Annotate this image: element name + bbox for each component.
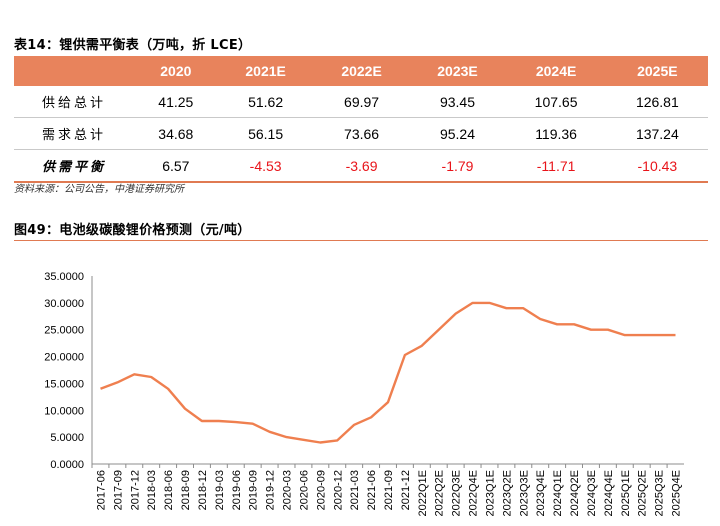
x-tick-label: 2022Q2E xyxy=(434,470,446,516)
x-tick-label: 2024Q1E xyxy=(552,470,564,516)
lithium-price-line-chart: 0.0000 5.0000 10.0000 15.0000 20.0000 25.0000… xyxy=(44,271,684,516)
y-tick-label: 20.0000 xyxy=(44,352,84,364)
table-cell: 73.66 xyxy=(313,117,410,150)
x-tick-label: 2020-12 xyxy=(332,470,344,510)
x-tick-label: 2023Q2E xyxy=(501,470,513,516)
x-tick-label: 2021-12 xyxy=(400,470,412,510)
x-tick-label: 2025Q2E xyxy=(637,470,649,516)
table-row: 供给总计 41.25 51.62 69.97 93.45 107.65 126.… xyxy=(14,86,708,118)
x-tick-label: 2019-06 xyxy=(231,470,243,510)
table-cell: 137.24 xyxy=(606,117,708,150)
table-cell: -4.53 xyxy=(217,149,314,183)
table-header-cell: 2023E xyxy=(409,56,506,86)
x-tick-label: 2025Q4E xyxy=(671,470,683,516)
table-caption: 表14：锂供需平衡表（万吨，折 LCE） xyxy=(14,38,252,53)
figure-caption: 图49：电池级碳酸锂价格预测（元/吨） xyxy=(14,223,251,238)
x-tick-label: 2020-09 xyxy=(315,470,327,510)
table-cell: 34.68 xyxy=(134,117,218,150)
table-header-cell: 2022E xyxy=(313,56,410,86)
x-tick-label: 2018-06 xyxy=(163,470,175,510)
table-header-cell: 2021E xyxy=(217,56,314,86)
x-tick-label: 2025Q1E xyxy=(620,470,632,516)
table-cell: -1.79 xyxy=(409,149,506,183)
row-label: 供需平衡 xyxy=(14,149,134,183)
x-tick-label: 2021-09 xyxy=(383,470,395,510)
x-tick-label: 2018-03 xyxy=(146,470,158,510)
x-tick-label: 2022Q3E xyxy=(451,470,463,516)
y-tick-label: 0.0000 xyxy=(50,459,84,471)
x-tick-label: 2017-06 xyxy=(95,470,107,510)
table-header-cell xyxy=(14,56,134,86)
table-cell: 51.62 xyxy=(248,93,284,110)
table-cell: 41.25 xyxy=(158,93,194,110)
table-cell: 107.65 xyxy=(534,93,578,110)
x-tick-label: 2019-12 xyxy=(265,470,277,510)
table-cell: 56.15 xyxy=(217,117,314,150)
table-cell: 69.97 xyxy=(344,93,380,110)
series-line xyxy=(100,301,676,444)
y-tick-label: 35.0000 xyxy=(44,271,84,283)
table-header-row: 2020 2021E 2022E 2023E 2024E 2025E xyxy=(14,56,708,86)
x-tick-label: 2023Q4E xyxy=(535,470,547,516)
table-header-cell: 2020 xyxy=(134,56,218,86)
x-tick-label: 2022Q4E xyxy=(468,470,480,516)
table-cell: 119.36 xyxy=(505,117,607,150)
x-tick-label: 2022Q1E xyxy=(417,470,429,516)
figure-caption-rule xyxy=(14,240,708,241)
table-header-cell: 2025E xyxy=(606,56,708,86)
x-tick-label: 2020-06 xyxy=(298,470,310,510)
table-row: 供需平衡 6.57 -4.53 -3.69 -1.79 -11.71 -10.4… xyxy=(14,149,708,183)
row-label: 需求总计 xyxy=(14,117,134,150)
x-tick-label: 2019-09 xyxy=(248,470,260,510)
table-row: 需求总计 34.68 56.15 73.66 95.24 119.36 137.… xyxy=(14,117,708,150)
x-tick-label: 2017-12 xyxy=(129,470,141,510)
x-tick-label: 2023Q3E xyxy=(518,470,530,516)
table-cell: -11.71 xyxy=(505,149,607,183)
y-tick-label: 5.0000 xyxy=(50,432,84,444)
x-tick-label: 2024Q4E xyxy=(603,470,615,516)
x-tick-label: 2021-03 xyxy=(349,470,361,510)
x-tick-label: 2023Q1E xyxy=(484,470,496,516)
x-tick-label: 2017-09 xyxy=(112,470,124,510)
y-tick-label: 15.0000 xyxy=(44,378,84,390)
x-tick-label: 2018-09 xyxy=(180,470,192,510)
x-tick-label: 2021-06 xyxy=(366,470,378,510)
table-cell: -10.43 xyxy=(606,149,708,183)
table-cell: 6.57 xyxy=(134,149,218,183)
table-cell: 93.45 xyxy=(439,93,476,110)
x-tick-label: 2018-12 xyxy=(197,470,209,510)
x-tick-label: 2025Q3E xyxy=(654,470,666,516)
x-tick-label: 2019-03 xyxy=(214,470,226,510)
x-tick-label: 2020-03 xyxy=(282,470,294,510)
table-cell: -3.69 xyxy=(313,149,410,183)
x-tick-label: 2024Q2E xyxy=(569,470,581,516)
y-tick-label: 25.0000 xyxy=(44,325,84,337)
y-tick-label: 30.0000 xyxy=(44,298,84,310)
table-source-note: 资料来源：公司公告，中港证券研究所 xyxy=(14,184,184,195)
table-cell: 126.81 xyxy=(635,93,679,110)
supply-demand-table: 2020 2021E 2022E 2023E 2024E 2025E 供给总计 … xyxy=(14,56,708,183)
table-cell: 95.24 xyxy=(409,117,506,150)
y-tick-label: 10.0000 xyxy=(44,405,84,417)
x-tick-label: 2024Q3E xyxy=(586,470,598,516)
row-label: 供给总计 xyxy=(41,96,106,111)
table-header-cell: 2024E xyxy=(505,56,607,86)
